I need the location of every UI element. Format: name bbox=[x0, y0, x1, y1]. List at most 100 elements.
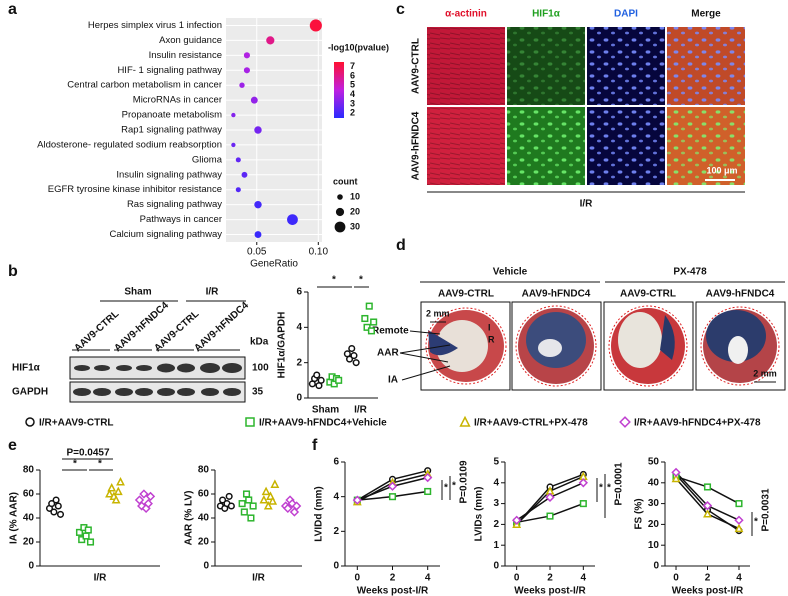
condition-label: I/R bbox=[580, 199, 594, 210]
marker bbox=[367, 327, 375, 335]
micrograph-texture bbox=[507, 27, 585, 105]
category-label: Propanoate metabolism bbox=[122, 110, 222, 121]
band-size: 35 bbox=[252, 387, 264, 398]
size-tick-label: 30 bbox=[350, 221, 360, 231]
legend-label: I/R+AAV9-CTRL bbox=[39, 418, 114, 429]
marker bbox=[270, 479, 280, 488]
marker bbox=[143, 498, 153, 509]
region-label: IA bbox=[388, 375, 398, 386]
marker bbox=[245, 417, 255, 427]
dot bbox=[235, 187, 241, 193]
color-tick-label: 7 bbox=[350, 61, 355, 71]
y-tick-label: 2 bbox=[493, 519, 499, 530]
marker bbox=[116, 476, 125, 486]
annotation: * bbox=[98, 459, 102, 470]
y-axis-label: IA (% AAR) bbox=[9, 492, 20, 544]
pointer bbox=[399, 352, 449, 363]
marker bbox=[105, 488, 114, 498]
marker bbox=[84, 526, 92, 534]
size-tick-label: 10 bbox=[350, 191, 360, 201]
x-tick-label: 4 bbox=[581, 573, 587, 584]
y-tick-label: 3 bbox=[493, 498, 499, 509]
marker bbox=[365, 302, 373, 310]
dot bbox=[309, 19, 322, 32]
marker bbox=[703, 483, 712, 491]
dot bbox=[254, 231, 262, 238]
band-size: 100 bbox=[252, 363, 269, 374]
category-label: EGFR tyrosine kinase inhibitor resistanc… bbox=[48, 184, 222, 195]
category-label: HIF- 1 signaling pathway bbox=[117, 65, 222, 76]
marker bbox=[82, 532, 90, 540]
marker bbox=[735, 500, 743, 508]
category-label: Central carbon metabolism in cancer bbox=[67, 80, 222, 91]
marker bbox=[350, 352, 358, 360]
marker bbox=[734, 515, 744, 525]
size-legend-title: count bbox=[333, 176, 358, 186]
marker bbox=[78, 536, 86, 544]
y-tick-label: 2 bbox=[296, 357, 302, 368]
y-tick-label: 40 bbox=[648, 477, 660, 488]
color-tick-label: 6 bbox=[350, 70, 355, 80]
category-label: Ras signaling pathway bbox=[127, 199, 222, 210]
color-tick-label: 2 bbox=[350, 108, 355, 118]
x-axis-label: Weeks post-I/R bbox=[514, 586, 586, 596]
marker bbox=[702, 501, 713, 511]
micrograph-texture bbox=[667, 107, 745, 185]
color-legend-title: -log10(pvalue) bbox=[328, 42, 389, 52]
x-tick-label: 2 bbox=[705, 573, 711, 584]
scale-label: 100 μm bbox=[706, 165, 737, 175]
x-tick-label: 2 bbox=[390, 573, 396, 584]
x-tick-label: Sham bbox=[312, 405, 339, 416]
category-label: Pathways in cancer bbox=[140, 214, 222, 225]
micrographs: α-actinin HIF1α DAPI Merge AAV9-CTRL AAV… bbox=[411, 9, 745, 210]
channel-label: DAPI bbox=[614, 9, 638, 20]
bands bbox=[73, 363, 242, 396]
marker bbox=[86, 538, 95, 546]
x-tick-label: 0.05 bbox=[247, 247, 267, 258]
column-label: AAV9-hFNDC4 bbox=[706, 289, 775, 300]
marker bbox=[545, 492, 555, 503]
size-key bbox=[335, 207, 345, 217]
group-label: PX-478 bbox=[673, 267, 707, 278]
marker-label: R bbox=[488, 334, 495, 344]
band-label: GAPDH bbox=[12, 387, 48, 398]
dot bbox=[231, 142, 236, 148]
scale-label: 2 mm bbox=[753, 368, 777, 378]
marker bbox=[113, 486, 123, 496]
category-label: Glioma bbox=[192, 154, 223, 165]
x-tick-label: 4 bbox=[425, 573, 431, 584]
marker-label: I bbox=[488, 322, 491, 332]
y-tick-label: 2 bbox=[333, 526, 339, 537]
dot bbox=[254, 126, 262, 134]
x-tick-label: 0 bbox=[673, 573, 679, 584]
dot bbox=[266, 36, 275, 45]
annotation: * bbox=[359, 275, 363, 286]
marker bbox=[671, 467, 681, 478]
y-axis-label: LVIDs (mm) bbox=[474, 487, 485, 542]
y-tick-label: 60 bbox=[198, 489, 210, 500]
panel-label: f bbox=[312, 437, 318, 454]
y-tick-label: 6 bbox=[333, 457, 339, 468]
dot bbox=[235, 157, 241, 163]
y-tick-label: 0 bbox=[296, 393, 302, 404]
marker bbox=[423, 472, 433, 483]
size-tick-label: 20 bbox=[350, 206, 360, 216]
region-label: Remote bbox=[372, 326, 409, 337]
marker bbox=[387, 481, 398, 491]
marker bbox=[671, 473, 681, 483]
dot bbox=[231, 112, 236, 118]
marker bbox=[352, 359, 360, 367]
y-tick-label: 4 bbox=[493, 477, 499, 488]
micrograph-texture bbox=[587, 107, 665, 185]
annotation: * bbox=[444, 483, 448, 494]
x-tick-label: I/R bbox=[94, 573, 108, 584]
marker bbox=[238, 500, 246, 508]
unit-label: kDa bbox=[250, 337, 269, 348]
y-tick-label: 4 bbox=[333, 491, 339, 502]
annotation: * bbox=[599, 483, 603, 494]
marker bbox=[619, 416, 631, 428]
marker bbox=[424, 487, 432, 496]
column-label: AAV9-CTRL bbox=[438, 289, 494, 300]
y-tick-label: 20 bbox=[648, 519, 660, 530]
channel-label: α-actinin bbox=[445, 9, 487, 20]
